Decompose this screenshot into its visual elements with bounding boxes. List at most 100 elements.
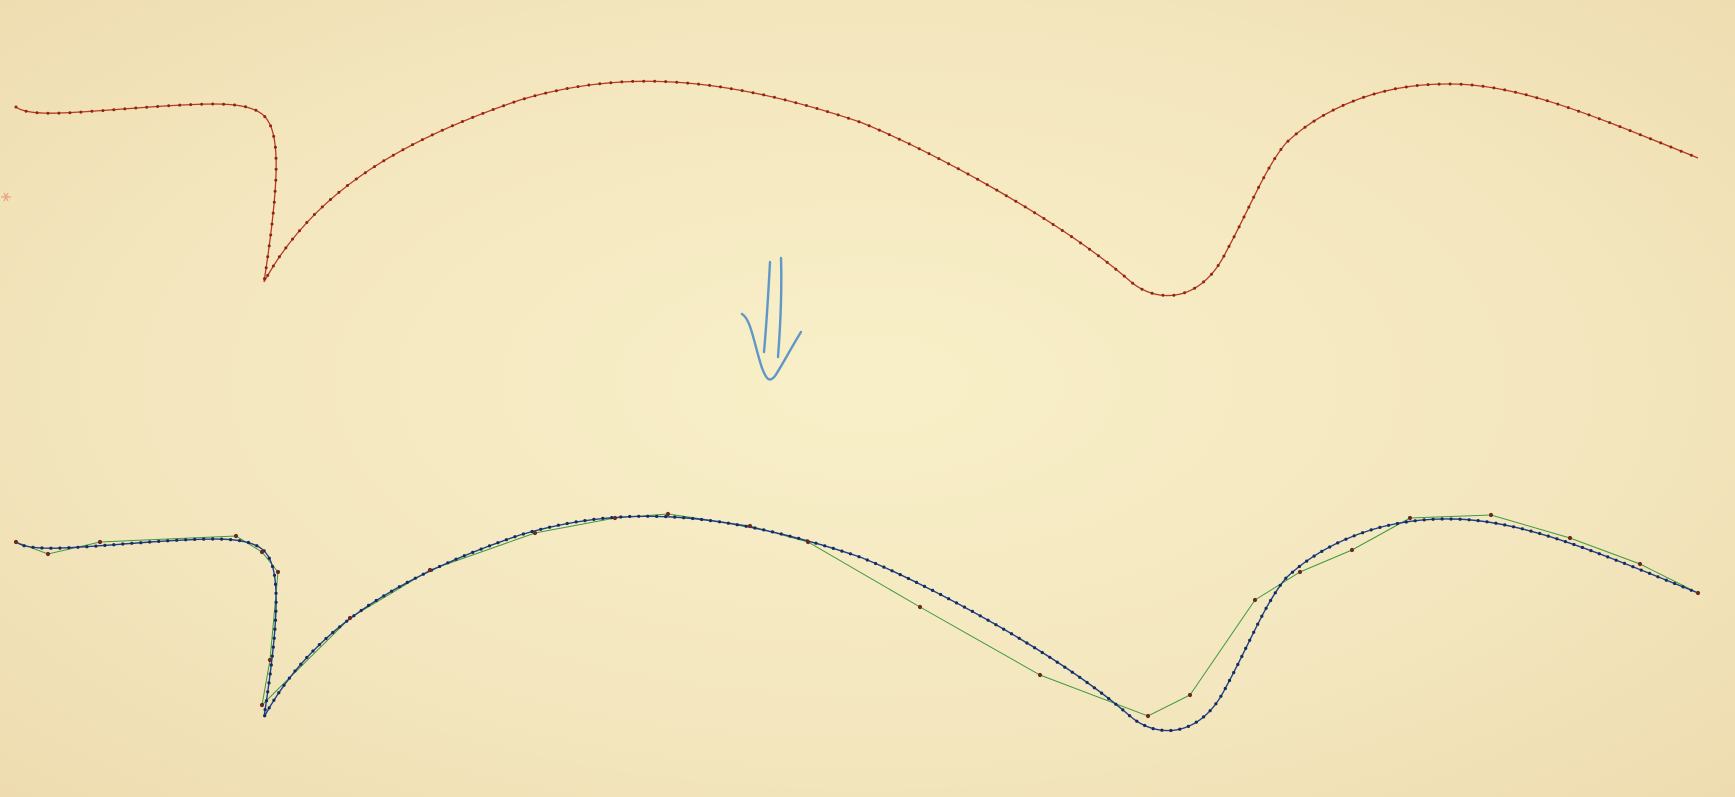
sample-point: [1194, 720, 1198, 724]
sample-point: [94, 544, 98, 548]
sample-point: [305, 221, 309, 224]
sample-point: [450, 124, 454, 128]
control-point: [1187, 692, 1193, 698]
sample-point: [502, 104, 506, 108]
sample-point: [1467, 518, 1471, 522]
sample-point: [382, 159, 386, 163]
sample-point: [840, 549, 844, 553]
sample-point: [273, 627, 277, 631]
sample-point: [1014, 199, 1018, 203]
sample-point: [522, 97, 526, 101]
sample-point: [697, 82, 701, 86]
sample-point: [1689, 588, 1693, 592]
sample-point: [642, 79, 646, 83]
sample-point: [405, 580, 409, 585]
sample-point: [1088, 247, 1091, 251]
sample-point: [976, 177, 980, 181]
sample-point: [1608, 121, 1612, 125]
sample-point: [1361, 531, 1365, 535]
sample-point: [1023, 205, 1027, 209]
sample-point: [1511, 525, 1516, 529]
sample-point: [264, 266, 268, 270]
sample-point: [620, 80, 624, 84]
sample-point: [244, 105, 247, 109]
sample-point: [271, 264, 275, 268]
sample-point: [352, 614, 356, 618]
sample-point: [1529, 529, 1533, 533]
sample-point: [554, 89, 558, 93]
sample-point: [22, 544, 26, 548]
sample-point: [1415, 84, 1419, 87]
sample-point: [471, 550, 475, 555]
sample-point: [1252, 630, 1256, 634]
sample-point: [1503, 88, 1507, 92]
sample-point: [772, 95, 776, 99]
sample-point: [1404, 85, 1408, 89]
sample-point: [1492, 86, 1496, 90]
sample-point: [700, 517, 704, 522]
sample-point: [274, 156, 278, 160]
sample-point: [1105, 260, 1109, 264]
sample-point: [76, 545, 80, 549]
sample-point: [1033, 646, 1037, 650]
input-sample-points: [14, 79, 1693, 297]
sample-point: [637, 514, 641, 518]
fitted-sample-points: [14, 514, 1693, 733]
sample-point: [1520, 527, 1524, 531]
sample-point: [90, 109, 94, 113]
control-point: [13, 539, 19, 545]
sample-point: [58, 546, 62, 550]
sample-point: [574, 520, 578, 524]
sample-point: [411, 143, 415, 147]
sample-point: [67, 546, 71, 550]
sample-point: [401, 148, 405, 152]
sample-point: [189, 103, 193, 107]
sample-point: [751, 91, 755, 95]
sample-point: [1639, 568, 1643, 572]
sample-point: [35, 111, 39, 115]
sample-point: [272, 636, 276, 640]
sample-point: [823, 544, 827, 548]
sample-point: [1638, 133, 1642, 137]
sample-point: [1290, 570, 1295, 574]
sample-point: [263, 115, 267, 119]
sample-point: [610, 516, 614, 520]
sample-point: [272, 200, 276, 204]
sample-point: [1264, 606, 1268, 610]
sample-point: [794, 101, 798, 105]
sample-point: [1481, 84, 1485, 88]
sample-point: [1135, 719, 1139, 723]
sample-point: [1247, 205, 1251, 209]
sample-point: [1395, 521, 1399, 526]
sample-point: [686, 81, 690, 85]
sample-point: [233, 103, 237, 107]
sample-point: [139, 541, 143, 545]
sample-point: [1449, 517, 1453, 521]
sample-point: [735, 523, 739, 527]
sample-point: [1232, 235, 1236, 239]
sample-point: [673, 515, 677, 519]
sample-point: [175, 538, 179, 542]
sample-point: [266, 690, 270, 694]
sample-point: [374, 598, 378, 603]
sample-point: [836, 113, 840, 117]
sample-point: [274, 167, 278, 171]
sample-point: [717, 520, 722, 524]
sample-point: [1538, 531, 1542, 536]
sample-point: [312, 213, 316, 216]
sample-point: [1051, 223, 1055, 226]
sample-point: [1681, 585, 1685, 589]
sample-point: [271, 645, 275, 649]
sample-point: [898, 573, 902, 577]
sample-point: [1172, 293, 1176, 297]
sample-point: [266, 273, 270, 277]
sample-point: [1122, 274, 1126, 278]
sample-point: [1278, 583, 1282, 587]
sample-point: [167, 104, 171, 108]
sample-point: [1078, 675, 1082, 679]
sample-point: [1257, 185, 1261, 189]
sample-point: [238, 539, 242, 543]
sample-point: [1589, 549, 1593, 553]
control-point: [347, 615, 353, 621]
sample-point: [1659, 141, 1663, 145]
